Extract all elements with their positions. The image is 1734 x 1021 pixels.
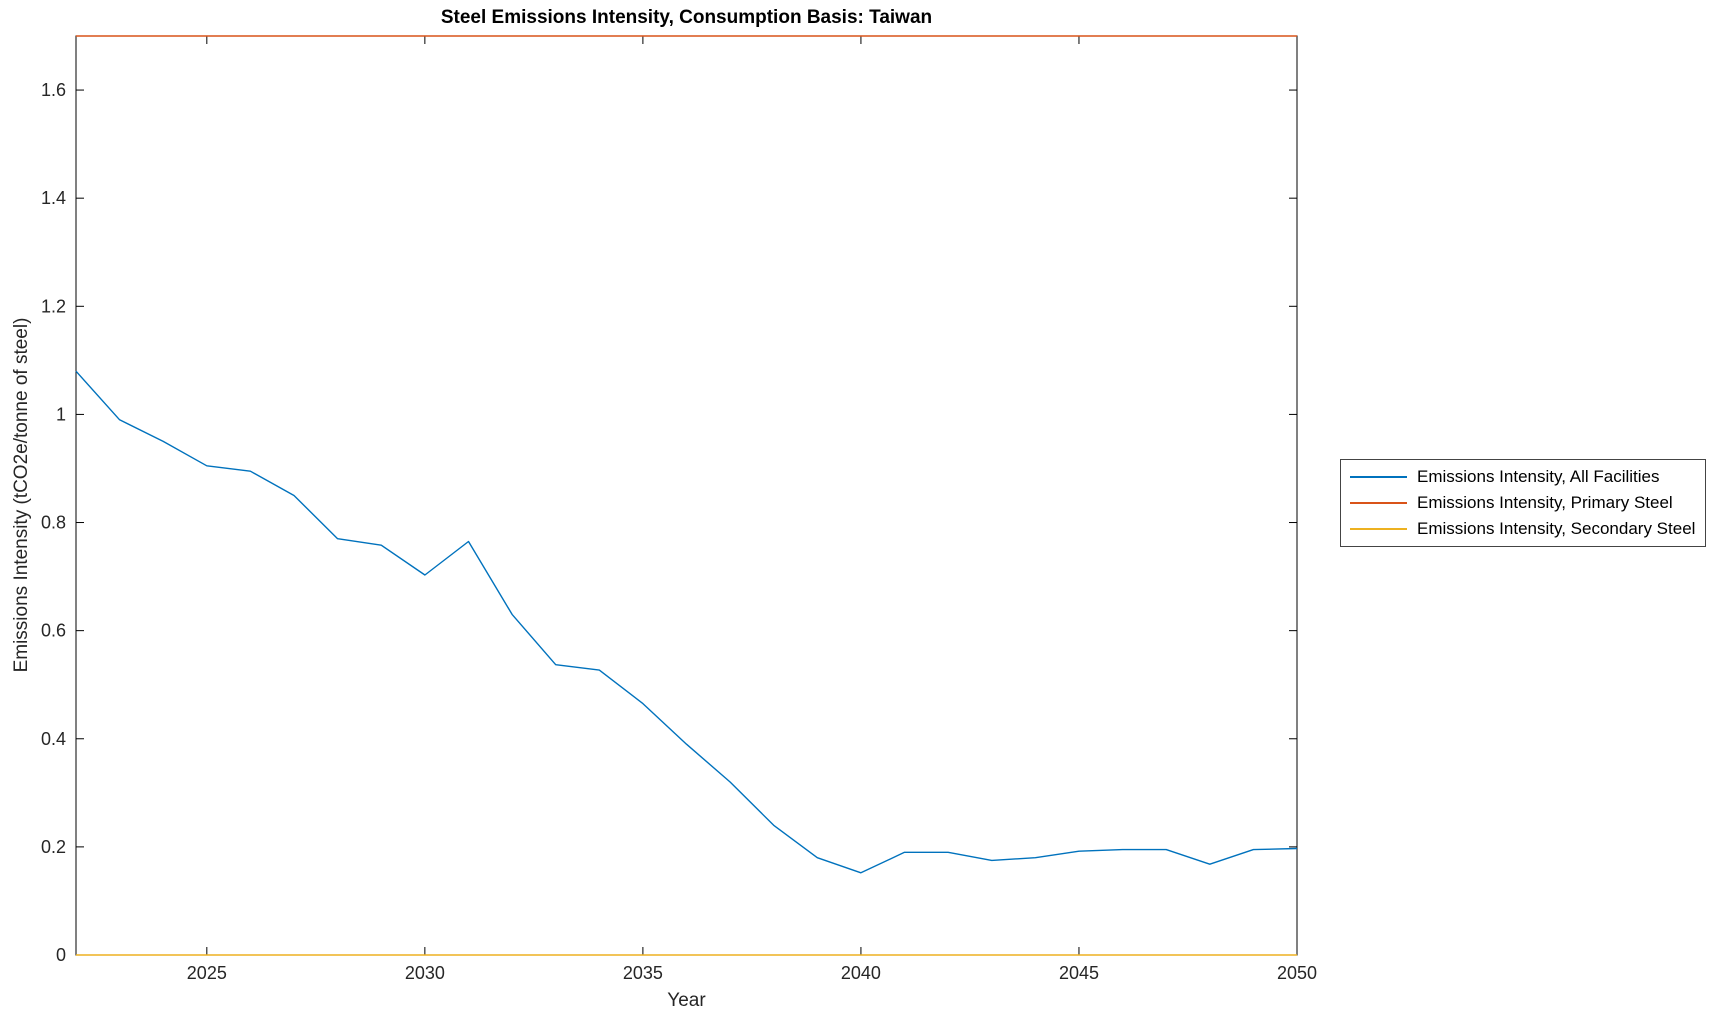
legend-label-secondary-steel: Emissions Intensity, Secondary Steel [1417, 519, 1696, 538]
x-tick-label: 2035 [623, 963, 663, 983]
x-tick-label: 2050 [1277, 963, 1317, 983]
y-tick-label: 1.4 [41, 188, 66, 208]
legend: Emissions Intensity, All Facilities Emis… [1340, 459, 1707, 547]
y-tick-label: 1 [56, 404, 66, 424]
x-tick-label: 2045 [1059, 963, 1099, 983]
y-tick-label: 1.6 [41, 80, 66, 100]
x-axis-label: Year [667, 990, 706, 1011]
y-axis-label: Emissions Intensity (tCO2e/tonne of stee… [11, 317, 32, 673]
y-tick-label: 0 [56, 945, 66, 965]
legend-item-primary-steel: Emissions Intensity, Primary Steel [1350, 493, 1695, 513]
y-tick-label: 1.2 [41, 296, 66, 316]
legend-item-secondary-steel: Emissions Intensity, Secondary Steel [1350, 519, 1695, 539]
y-tick-label: 0.4 [41, 729, 66, 749]
chart-title: Steel Emissions Intensity, Consumption B… [440, 7, 933, 28]
x-tick-label: 2030 [405, 963, 445, 983]
series-line-0 [75, 370, 1298, 874]
y-tick-label: 0.2 [41, 837, 66, 857]
axes-box [75, 35, 1298, 956]
y-tick-label: 0.8 [41, 513, 66, 533]
x-tick-label: 2040 [841, 963, 881, 983]
x-tick-label: 2025 [187, 963, 227, 983]
legend-label-primary-steel: Emissions Intensity, Primary Steel [1417, 493, 1673, 512]
legend-label-all-facilities: Emissions Intensity, All Facilities [1417, 467, 1660, 486]
legend-item-all-facilities: Emissions Intensity, All Facilities [1350, 467, 1695, 487]
legend-swatch-all-facilities [1350, 476, 1407, 478]
y-tick-label: 0.6 [41, 621, 66, 641]
legend-swatch-primary-steel [1350, 502, 1407, 504]
legend-swatch-secondary-steel [1350, 528, 1407, 530]
